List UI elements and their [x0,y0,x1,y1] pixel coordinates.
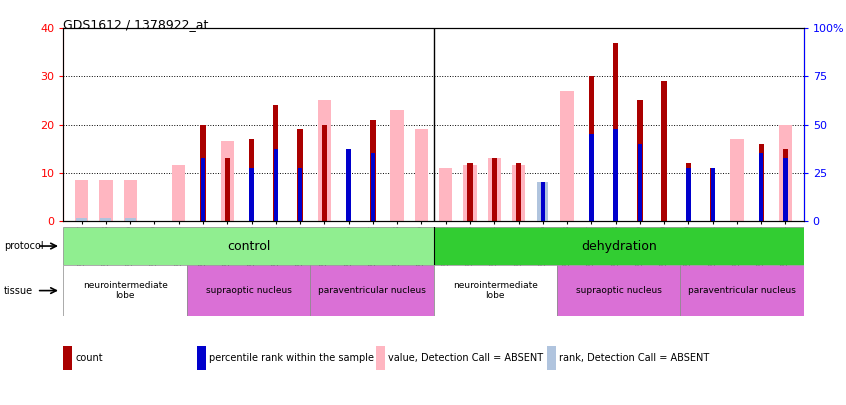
Text: value, Detection Call = ABSENT: value, Detection Call = ABSENT [388,353,543,363]
Bar [75,180,88,221]
Bar [589,77,594,221]
Bar [487,158,501,221]
Bar [415,129,428,221]
Bar [371,120,376,221]
Text: dehydration: dehydration [580,239,656,253]
Bar [613,129,618,221]
Text: tissue: tissue [4,286,33,296]
Bar [249,139,254,221]
Bar [376,346,385,370]
FancyBboxPatch shape [63,227,433,265]
Bar [783,158,788,221]
Bar [516,163,521,221]
Bar [298,129,303,221]
Text: control: control [227,239,270,253]
Bar [321,125,327,221]
Bar [638,144,642,221]
Text: neurointermediate
lobe: neurointermediate lobe [83,281,168,300]
FancyBboxPatch shape [433,265,557,316]
Bar [730,139,744,221]
Bar [759,153,763,221]
Bar [172,165,185,221]
Text: count: count [75,353,103,363]
FancyBboxPatch shape [433,227,804,265]
Bar [221,141,234,221]
Text: protocol: protocol [4,241,44,251]
FancyBboxPatch shape [680,265,804,316]
Bar [686,168,690,221]
Bar [63,346,73,370]
Bar [273,105,278,221]
Bar [124,218,135,221]
Bar [710,168,716,221]
Bar [99,180,113,221]
Text: GDS1612 / 1378922_at: GDS1612 / 1378922_at [63,18,209,31]
Bar [589,134,594,221]
Text: supraoptic nucleus: supraoptic nucleus [206,286,292,295]
Bar [273,149,278,221]
Bar [711,168,715,221]
Bar [318,100,331,221]
Bar [779,125,792,221]
Bar [391,110,404,221]
Text: paraventricular nucleus: paraventricular nucleus [318,286,426,295]
Bar [783,149,788,221]
Bar [124,180,137,221]
Bar [686,163,691,221]
Bar [197,346,206,370]
Bar [224,158,230,221]
Text: supraoptic nucleus: supraoptic nucleus [575,286,662,295]
FancyBboxPatch shape [310,265,433,316]
Bar [101,218,112,221]
Bar [537,182,548,221]
Bar [347,149,351,221]
Text: rank, Detection Call = ABSENT: rank, Detection Call = ABSENT [559,353,710,363]
FancyBboxPatch shape [557,265,680,316]
Bar [541,182,545,221]
Bar [759,144,764,221]
Bar [467,163,473,221]
Bar [547,346,557,370]
Bar [298,168,302,221]
Bar [560,91,574,221]
Bar [250,168,254,221]
FancyBboxPatch shape [187,265,310,316]
FancyBboxPatch shape [63,265,187,316]
Bar [371,153,375,221]
Bar [464,165,476,221]
Bar [76,218,87,221]
Bar [512,165,525,221]
Bar [201,125,206,221]
Text: neurointermediate
lobe: neurointermediate lobe [453,281,538,300]
Bar [201,158,206,221]
Text: paraventricular nucleus: paraventricular nucleus [688,286,796,295]
Bar [637,100,643,221]
Text: percentile rank within the sample: percentile rank within the sample [209,353,375,363]
Bar [613,43,618,221]
Bar [492,158,497,221]
Bar [346,149,351,221]
Bar [662,81,667,221]
Bar [439,168,453,221]
